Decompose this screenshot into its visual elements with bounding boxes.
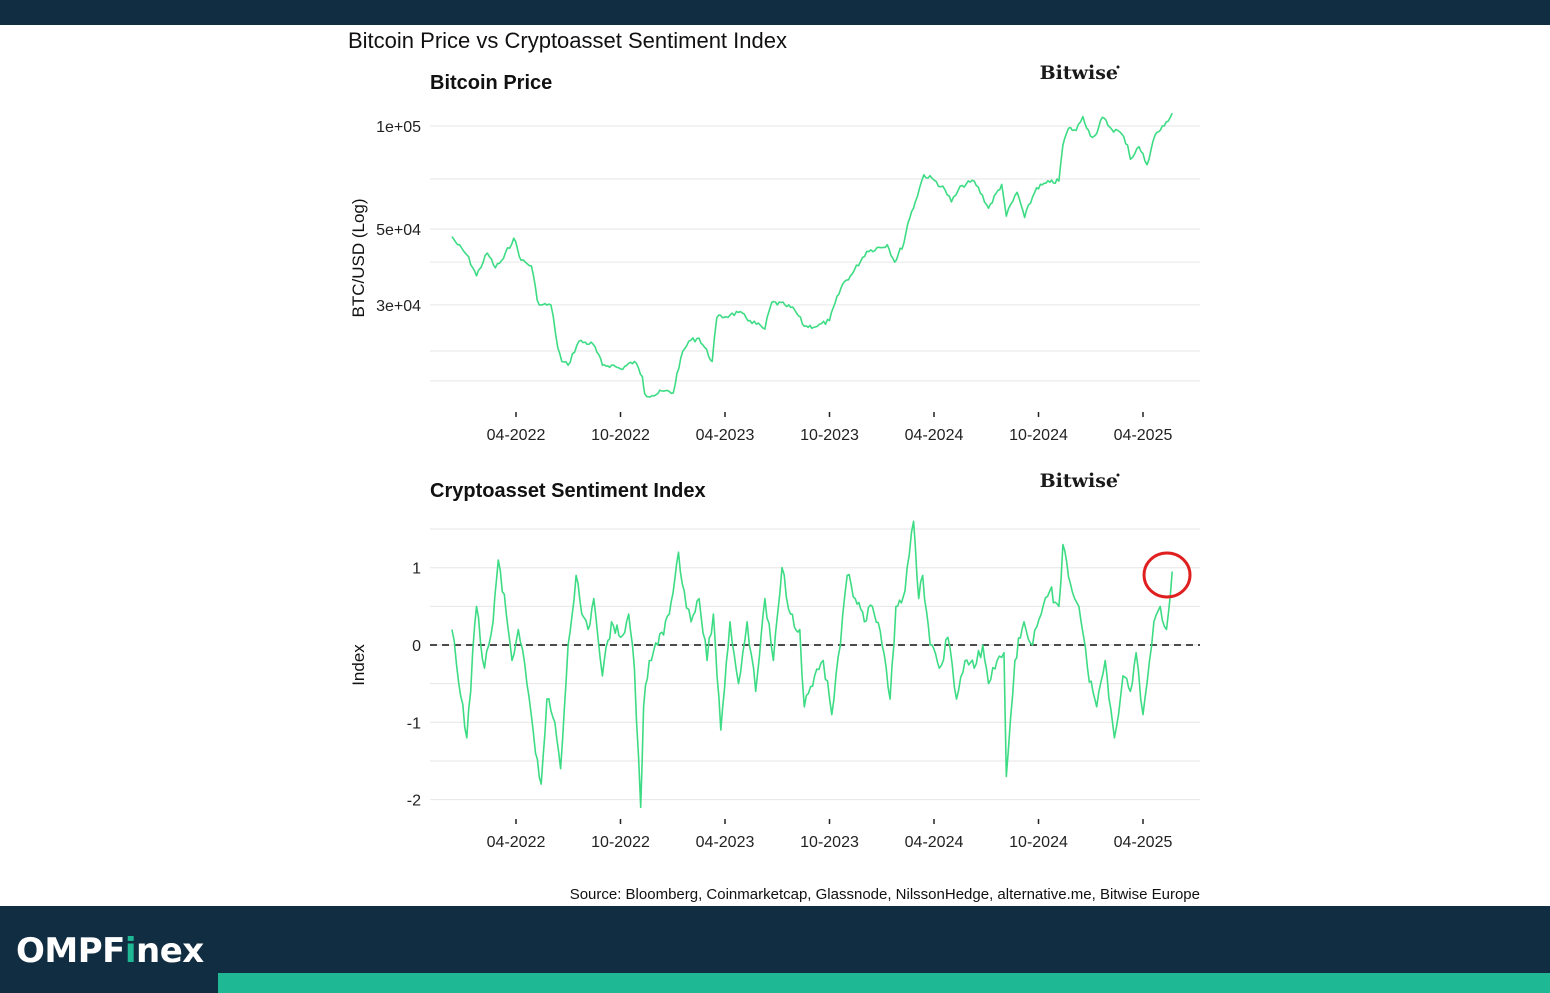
source-note: Source: Bloomberg, Coinmarketcap, Glassn… <box>569 886 1200 903</box>
bitwise-logo-mark-icon <box>1116 473 1120 477</box>
x-tick-label: 04-2022 <box>487 427 546 444</box>
x-tick-label: 04-2023 <box>696 834 755 851</box>
x-tick-label: 04-2024 <box>905 427 964 444</box>
chart-canvas: Bitcoin Price Bitwise BTC/USD (Log) 1e+05 5e… <box>349 62 1200 851</box>
x-tick-label: 10-2024 <box>1009 427 1068 444</box>
bitwise-logo: Bitwise <box>1040 62 1118 84</box>
bitcoin-price-panel: Bitcoin Price Bitwise BTC/USD (Log) 1e+05 5e… <box>349 62 1200 444</box>
y-tick-label: -1 <box>407 715 421 732</box>
x-tick-label: 04-2024 <box>905 834 964 851</box>
page-title: Bitcoin Price vs Cryptoasset Sentiment I… <box>348 28 787 53</box>
panel-title: Bitcoin Price <box>430 72 552 94</box>
y-tick-label: 0 <box>412 638 421 655</box>
top-bar <box>0 0 1550 25</box>
brand-prefix: OMPF <box>16 931 125 971</box>
x-tick-label: 04-2025 <box>1114 427 1173 444</box>
brand-logo[interactable]: OMPFinex <box>16 934 204 968</box>
x-tick-label: 10-2022 <box>591 834 650 851</box>
x-tick-label: 10-2024 <box>1009 834 1068 851</box>
y-axis-label: BTC/USD (Log) <box>349 198 368 317</box>
y-tick-label: -2 <box>407 793 421 810</box>
x-tick-label: 04-2022 <box>487 834 546 851</box>
brand-suffix: nex <box>136 931 204 971</box>
y-tick-label: 1e+05 <box>376 119 421 136</box>
x-tick-label: 10-2023 <box>800 427 859 444</box>
brand-accent-letter: i <box>124 931 137 971</box>
x-tick-label: 04-2023 <box>696 427 755 444</box>
y-axis-label: Index <box>349 644 368 686</box>
y-tick-label: 1 <box>412 561 421 578</box>
sentiment-index-panel: Cryptoasset Sentiment Index Bitwise Index 1… <box>349 470 1200 851</box>
bitwise-logo-mark-icon <box>1116 65 1120 69</box>
y-tick-label: 3e+04 <box>376 298 421 315</box>
x-tick-label: 04-2025 <box>1114 834 1173 851</box>
x-tick-label: 10-2023 <box>800 834 859 851</box>
series-line <box>451 112 1173 398</box>
series-line <box>451 520 1173 809</box>
bitwise-logo: Bitwise <box>1040 470 1118 492</box>
x-tick-label: 10-2022 <box>591 427 650 444</box>
y-tick-label: 5e+04 <box>376 222 421 239</box>
panel-title: Cryptoasset Sentiment Index <box>430 480 706 502</box>
footer-accent-bar <box>218 973 1550 993</box>
highlight-circle-annotation <box>1142 551 1192 599</box>
